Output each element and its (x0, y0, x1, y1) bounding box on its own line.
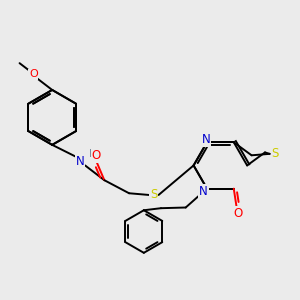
Text: H: H (89, 149, 98, 160)
Text: N: N (76, 155, 85, 168)
Text: N: N (202, 133, 211, 146)
Text: O: O (233, 207, 242, 220)
Text: S: S (272, 147, 279, 161)
Text: S: S (150, 188, 158, 202)
Text: O: O (29, 70, 38, 80)
Text: O: O (92, 149, 101, 162)
Text: N: N (199, 185, 208, 198)
